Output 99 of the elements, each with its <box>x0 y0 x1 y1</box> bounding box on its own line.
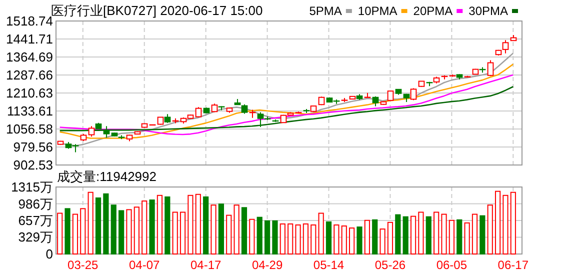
bar <box>180 212 186 254</box>
bar <box>126 209 132 254</box>
bar <box>318 212 324 254</box>
bar <box>334 224 340 254</box>
bar <box>256 216 262 254</box>
legend-label: 20PMA <box>413 4 453 18</box>
bar <box>494 190 501 254</box>
candlestick <box>195 106 202 118</box>
bar <box>280 223 286 254</box>
bar <box>310 224 316 254</box>
x-tick-label: 05-14 <box>313 258 344 272</box>
candlestick <box>410 88 417 101</box>
x-tick-label: 06-17 <box>498 258 529 272</box>
bar <box>349 228 355 254</box>
bar <box>402 216 408 254</box>
bar <box>203 196 209 254</box>
bar <box>172 212 178 254</box>
legend-label: 30PMA <box>468 4 508 18</box>
bar <box>288 223 294 254</box>
x-tick-label: 03-25 <box>68 258 99 272</box>
x-tick-label: 06-05 <box>436 258 468 272</box>
chart-title: 成交量:11942992 <box>57 169 156 184</box>
bar <box>418 212 424 254</box>
x-tick-label: 04-17 <box>190 258 222 272</box>
bar <box>487 204 493 254</box>
y-tick-label: 1518.74 <box>6 14 53 28</box>
candlestick <box>502 40 509 54</box>
candlestick <box>372 96 379 107</box>
bar <box>264 220 270 254</box>
bar <box>326 221 332 254</box>
bar <box>218 204 224 254</box>
bar <box>95 197 102 254</box>
y-tick-label: 0 <box>46 246 53 262</box>
bar <box>241 207 248 254</box>
bar <box>302 223 309 254</box>
y-tick-label: 329万 <box>18 230 53 245</box>
bar <box>164 196 170 254</box>
legend-label: 5PMA <box>309 4 342 18</box>
candlestick <box>487 60 494 77</box>
candlestick <box>241 104 248 114</box>
bar <box>195 194 201 254</box>
y-tick-label: 1287.66 <box>6 68 53 82</box>
bar <box>448 220 454 254</box>
bar <box>395 214 401 254</box>
bar <box>410 216 416 254</box>
y-tick-label: 1133.61 <box>6 104 53 118</box>
bar <box>249 218 255 254</box>
x-tick-label: 05-26 <box>374 258 406 272</box>
x-tick-label: 04-29 <box>252 258 283 272</box>
bar <box>88 192 94 254</box>
chart-title: 医疗行业[BK0727] 2020-06-17 15:00 <box>51 3 263 18</box>
bar <box>103 193 109 254</box>
line-series <box>59 74 514 136</box>
y-tick-label: 902.53 <box>13 158 53 172</box>
bar <box>464 222 470 254</box>
candlestick <box>387 90 394 102</box>
y-tick-label: 1315万 <box>11 180 53 194</box>
y-tick-label: 1210.63 <box>6 86 53 100</box>
bar <box>387 222 394 254</box>
bar <box>364 220 370 254</box>
bar <box>341 225 347 254</box>
x-tick-label: 04-07 <box>129 258 160 272</box>
bar <box>434 212 440 254</box>
bar <box>57 212 63 254</box>
legend-label: 10PMA <box>358 4 398 18</box>
bar <box>134 206 140 254</box>
bar <box>502 194 508 254</box>
bar <box>142 200 148 254</box>
bar <box>64 208 70 254</box>
bar <box>72 214 78 254</box>
y-tick-label: 1364.69 <box>6 50 53 64</box>
bar <box>441 214 447 254</box>
bar <box>472 214 478 254</box>
y-tick-label: 657万 <box>18 213 53 228</box>
y-tick-label: 986万 <box>18 196 53 212</box>
candlestick <box>88 126 95 138</box>
bar <box>426 216 432 254</box>
bar <box>480 215 486 254</box>
bar <box>380 228 386 254</box>
bar <box>372 219 378 254</box>
y-tick-label: 1441.71 <box>6 32 53 46</box>
bar <box>456 219 462 254</box>
y-tick-label: 1056.58 <box>6 122 53 136</box>
bar <box>510 192 516 254</box>
bar <box>149 199 155 254</box>
y-tick-label: 979.56 <box>13 140 53 154</box>
bar <box>118 210 124 254</box>
bar <box>188 194 194 254</box>
bar <box>295 224 301 254</box>
bar <box>80 208 86 254</box>
bar <box>356 226 362 254</box>
bar <box>226 214 232 254</box>
candlestick <box>103 126 110 138</box>
bar <box>210 204 216 254</box>
line-series <box>59 64 514 139</box>
bar <box>156 194 163 254</box>
bar <box>234 204 240 254</box>
bar <box>110 204 116 254</box>
bar <box>272 220 278 254</box>
